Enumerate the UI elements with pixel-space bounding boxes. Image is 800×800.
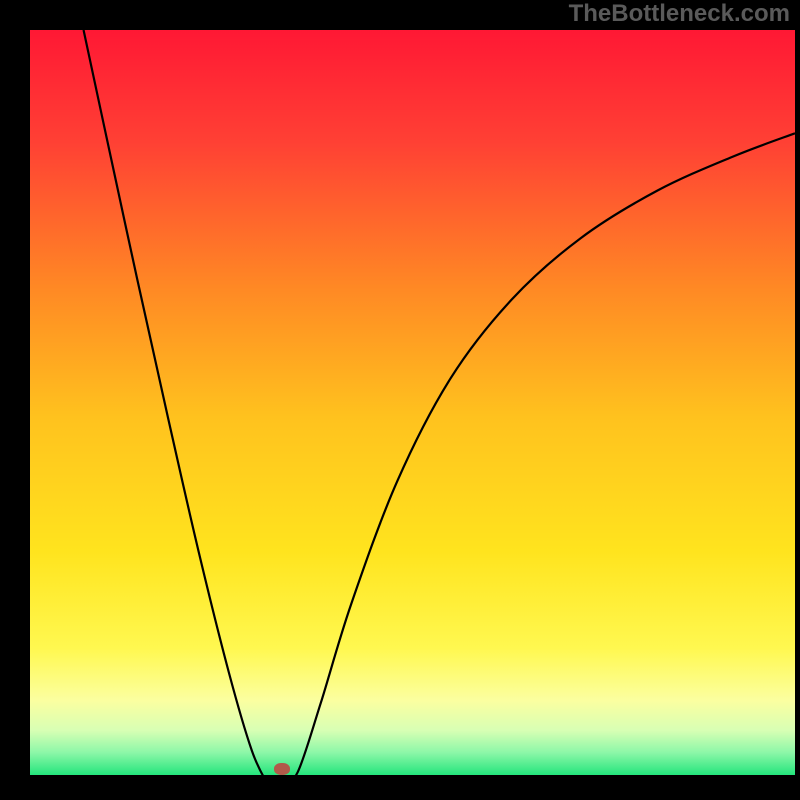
plot-area [30, 30, 795, 775]
chart-root: { "source_watermark": "TheBottleneck.com… [0, 0, 800, 800]
watermark-text: TheBottleneck.com [569, 0, 790, 28]
bottleneck-curve [30, 30, 795, 795]
optimal-point-marker [274, 763, 290, 775]
